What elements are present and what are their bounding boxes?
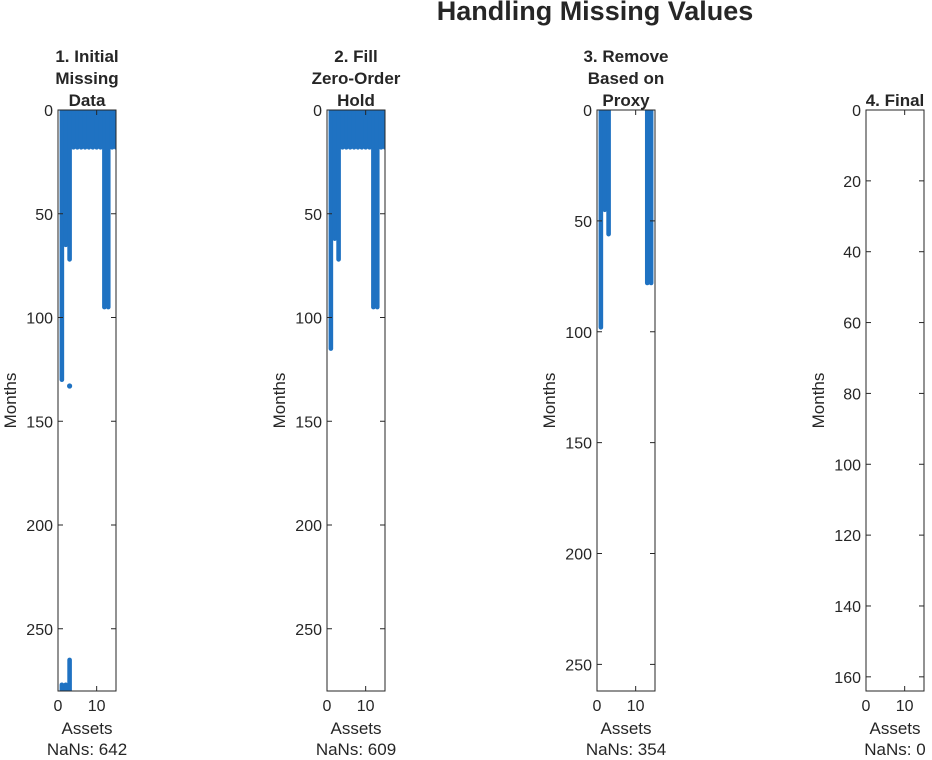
y-tick-label: 50 xyxy=(304,207,322,224)
y-axis-label: Months xyxy=(1,373,20,429)
y-tick-label: 250 xyxy=(26,622,53,639)
y-tick-label: 100 xyxy=(295,311,322,328)
x-axis-label: Assets xyxy=(61,719,112,738)
x-axis-label: Assets xyxy=(330,719,381,738)
subplot-title-line: Missing xyxy=(55,69,118,88)
x-axis-label: Assets xyxy=(869,719,920,738)
subplot-1: 0 50 100 150 200 250 0 10 Assets NaNs: 642 Months 1… xyxy=(1,47,127,759)
y-tick-label: 0 xyxy=(852,103,861,120)
data-marks xyxy=(328,110,385,351)
y-tick-label: 40 xyxy=(843,245,861,262)
y-tick-label: 200 xyxy=(295,518,322,535)
x-tick-label: 0 xyxy=(323,698,332,715)
x-tick-label: 0 xyxy=(54,698,63,715)
y-tick-label: 200 xyxy=(26,518,53,535)
axes-box xyxy=(865,109,925,692)
y-tick-label: 200 xyxy=(565,547,592,564)
data-marks xyxy=(59,110,116,691)
y-tick-label: 0 xyxy=(313,103,322,120)
y-tick-label: 100 xyxy=(565,325,592,342)
y-tick-label: 0 xyxy=(44,103,53,120)
nan-count-label: NaNs: 609 xyxy=(316,740,396,759)
subplot-title-line: Proxy xyxy=(602,91,650,110)
y-tick-label: 20 xyxy=(843,174,861,191)
y-tick-label: 50 xyxy=(35,207,53,224)
subplot-title-line: 1. Initial xyxy=(55,47,118,66)
subplot-title-line: Hold xyxy=(337,91,375,110)
y-tick-label: 140 xyxy=(834,599,861,616)
subplot-title-line: Zero-Order xyxy=(312,69,401,88)
nan-count-label: NaNs: 354 xyxy=(586,740,666,759)
y-tick-label: 150 xyxy=(26,414,53,431)
nan-count-label: NaNs: 642 xyxy=(47,740,127,759)
x-tick-label: 10 xyxy=(896,698,914,715)
y-tick-label: 150 xyxy=(295,414,322,431)
y-tick-label: 50 xyxy=(574,214,592,231)
y-axis-label: Months xyxy=(540,373,559,429)
y-tick-label: 160 xyxy=(834,670,861,687)
subplot-2: 0 50 100 150 200 250 0 10 Assets NaNs: 609 Months 2… xyxy=(270,47,401,759)
y-tick-label: 60 xyxy=(843,316,861,333)
y-tick-label: 120 xyxy=(834,528,861,545)
nan-count-label: NaNs: 0 xyxy=(864,740,925,759)
y-axis-label: Months xyxy=(809,373,828,429)
subplot-3: 0 50 100 150 200 250 0 10 Assets NaNs: 354 Months 3… xyxy=(540,47,669,759)
missing-point xyxy=(67,383,73,389)
axes-box xyxy=(326,109,386,692)
y-tick-label: 100 xyxy=(26,311,53,328)
x-tick-label: 0 xyxy=(862,698,871,715)
y-tick-label: 250 xyxy=(295,622,322,639)
x-tick-label: 10 xyxy=(357,698,375,715)
subplot-title-line: Data xyxy=(69,91,106,110)
data-marks xyxy=(598,110,654,330)
x-axis-label: Assets xyxy=(600,719,651,738)
axes-box xyxy=(57,109,117,692)
x-tick-label: 10 xyxy=(88,698,106,715)
y-tick-label: 100 xyxy=(834,457,861,474)
y-tick-label: 250 xyxy=(565,657,592,674)
y-tick-label: 150 xyxy=(565,436,592,453)
axes-box xyxy=(596,109,656,692)
subplot-title-line: 4. Final xyxy=(866,91,925,110)
figure-title: Handling Missing Values xyxy=(436,0,754,26)
y-axis-label: Months xyxy=(270,373,289,429)
y-tick-label: 0 xyxy=(583,103,592,120)
x-tick-label: 0 xyxy=(593,698,602,715)
subplot-title-line: 3. Remove xyxy=(583,47,668,66)
y-tick-label: 80 xyxy=(843,386,861,403)
subplot-title-line: Based on xyxy=(588,69,665,88)
subplot-title-line: 2. Fill xyxy=(334,47,377,66)
x-tick-label: 10 xyxy=(627,698,645,715)
